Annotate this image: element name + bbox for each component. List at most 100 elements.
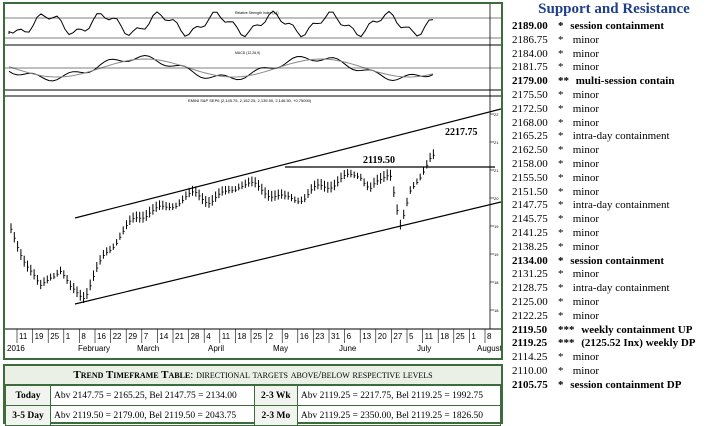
sr-level-item: 2122.25 * minor <box>512 310 716 324</box>
sr-level-price: 2175.50 <box>512 88 548 101</box>
date-tick-label: 11 <box>19 332 28 341</box>
sr-level-item: 2189.00 * session containment <box>512 20 716 34</box>
sr-level-stars: *** <box>558 337 575 350</box>
sr-level-stars: * <box>558 185 564 198</box>
trend-table-title-caps: Trend Timeframe Table <box>73 369 191 381</box>
trend-timeframe-table: Trend Timeframe Table: directional targe… <box>3 364 503 426</box>
osc2-header: MACD (12,26,9) <box>235 51 260 55</box>
sr-level-stars: * <box>558 116 564 129</box>
sr-level-stars: * <box>558 157 564 170</box>
sr-level-item: 2147.75 * intra-day containment <box>512 199 716 213</box>
support-resistance-title: Support and Resistance <box>538 1 690 17</box>
date-tick-label: 25 <box>456 332 465 341</box>
sr-level-stars: * <box>558 47 564 60</box>
date-tick-label: 18 <box>237 332 246 341</box>
sr-level-note: minor <box>570 116 600 129</box>
sr-level-item: 2155.50 * minor <box>512 172 716 186</box>
sr-level-note: weekly containment UP <box>578 323 693 336</box>
date-tick-label: 11 <box>425 332 434 341</box>
month-label: 2016 <box>7 344 25 353</box>
sr-level-item: 2181.75 * minor <box>512 61 716 75</box>
sr-level-note: session containment <box>567 20 665 32</box>
sr-level-stars: * <box>558 213 564 226</box>
date-tick-label: 25 <box>253 332 262 341</box>
sr-level-price: 2184.00 <box>512 47 548 60</box>
date-tick-label: 11 <box>222 332 231 341</box>
sr-level-note: (2125.52 Inx) weekly DP <box>578 337 696 350</box>
macd-signal-path <box>8 58 434 78</box>
month-label: February <box>78 344 110 353</box>
row-label: Today <box>5 385 51 406</box>
date-tick-label: 23 <box>315 332 324 341</box>
sr-level-note: session containment <box>567 254 665 267</box>
sr-level-item: 2158.00 * minor <box>512 158 716 172</box>
sr-level-stars: * <box>558 61 564 74</box>
sr-level-price: 2158.00 <box>512 157 548 170</box>
sr-level-item: 2168.00 * minor <box>512 117 716 131</box>
sr-level-price: 2131.25 <box>512 268 548 281</box>
date-tick-label: 14 <box>159 332 168 341</box>
sr-level-note: minor <box>570 171 600 184</box>
table-row: 3-5 Day Abv 2119.50 = 2179.00, Bel 2119.… <box>5 405 502 426</box>
price-tick-label: 19 <box>494 224 499 229</box>
date-tick-label: 7 <box>144 332 149 341</box>
month-label: June <box>339 344 357 353</box>
date-tick-label: 13 <box>362 332 371 341</box>
date-tick-label: 2 <box>269 332 274 341</box>
sr-level-note: minor <box>570 240 600 253</box>
month-label: July <box>417 344 431 353</box>
price-tick-label: 21 <box>494 168 499 173</box>
date-tick-label: 1 <box>471 332 476 341</box>
sr-level-note: minor <box>570 157 600 170</box>
row-label: 2-3 Wk <box>253 385 298 406</box>
support-resistance-list: 2189.00 * session containment 2186.75 * min… <box>512 20 716 393</box>
sr-level-note: minor <box>570 226 600 239</box>
sr-level-note: minor <box>570 309 600 322</box>
date-tick-label: 18 <box>440 332 449 341</box>
sr-level-item: 2151.50 * minor <box>512 186 716 200</box>
sr-level-item: 2184.00 * minor <box>512 48 716 62</box>
sr-level-stars: * <box>558 309 564 322</box>
sr-level-note: minor <box>570 88 600 101</box>
date-tick-label: 20 <box>378 332 387 341</box>
price-tick-label: 22 <box>494 112 499 117</box>
sr-level-item: 2128.75 * intra-day containment <box>512 282 716 296</box>
sr-level-price: 2151.50 <box>512 185 548 198</box>
sr-level-price: 2165.25 <box>512 130 548 143</box>
date-tick-label: 28 <box>191 332 200 341</box>
sr-level-note: minor <box>570 213 600 226</box>
date-tick-label: 22 <box>113 332 122 341</box>
sr-level-stars: * <box>558 88 564 101</box>
osc1-header: Relative Strength Index (14) <box>235 11 279 15</box>
sr-level-item: 2119.25 *** (2125.52 Inx) weekly DP <box>512 337 716 351</box>
row-label: 2-3 Mo <box>253 405 298 426</box>
sr-level-stars: * <box>558 240 564 253</box>
month-label: April <box>208 344 224 353</box>
sr-level-stars: * <box>558 33 564 46</box>
sr-level-note: minor <box>570 33 600 46</box>
sr-level-note: intra-day containment <box>570 282 670 295</box>
trend-table-title: Trend Timeframe Table: directional targe… <box>5 366 501 385</box>
price-chart-panel: Relative Strength Index (14) MACD (12,26… <box>3 2 503 360</box>
price-bars <box>10 149 435 303</box>
sr-level-note: minor <box>570 295 600 308</box>
sr-level-note: minor <box>570 185 600 198</box>
sr-level-item: 2131.25 * minor <box>512 268 716 282</box>
sr-level-item: 2134.00 * session containment <box>512 255 716 269</box>
date-tick-label: 5 <box>409 332 414 341</box>
sr-level-stars: * <box>558 199 564 212</box>
price-tick-label: 18 <box>494 308 499 313</box>
sr-level-price: 2162.50 <box>512 144 548 157</box>
sr-level-stars: * <box>558 378 564 391</box>
macd-path <box>8 54 434 82</box>
rsi-line <box>5 10 501 39</box>
sr-level-price: 2114.25 <box>512 351 548 364</box>
sr-level-item: 2105.75 * session containment DP <box>512 379 716 393</box>
sr-level-note: minor <box>570 102 600 115</box>
main-header: EMINI S&P SEP6 (2,145.75, 2,152.25, 2,13… <box>188 98 312 103</box>
date-tick-label: 29 <box>128 332 137 341</box>
sr-level-item: 2179.00 ** multi-session contain <box>512 75 716 89</box>
sr-level-stars: * <box>558 268 564 281</box>
month-label: August <box>477 344 501 353</box>
sr-level-price: 2147.75 <box>512 199 548 212</box>
